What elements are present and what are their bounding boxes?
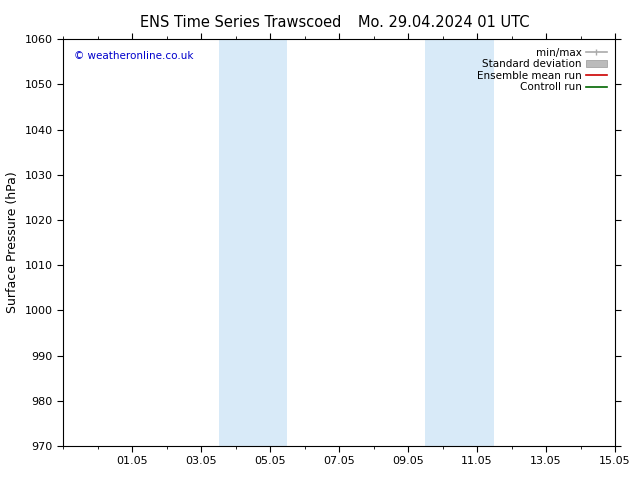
Y-axis label: Surface Pressure (hPa): Surface Pressure (hPa) — [6, 172, 19, 314]
Text: ENS Time Series Trawscoed: ENS Time Series Trawscoed — [140, 15, 342, 30]
Bar — [219, 39, 287, 446]
Text: © weatheronline.co.uk: © weatheronline.co.uk — [74, 51, 194, 61]
Text: Mo. 29.04.2024 01 UTC: Mo. 29.04.2024 01 UTC — [358, 15, 529, 30]
Bar — [425, 39, 495, 446]
Legend: min/max, Standard deviation, Ensemble mean run, Controll run: min/max, Standard deviation, Ensemble me… — [474, 45, 610, 96]
